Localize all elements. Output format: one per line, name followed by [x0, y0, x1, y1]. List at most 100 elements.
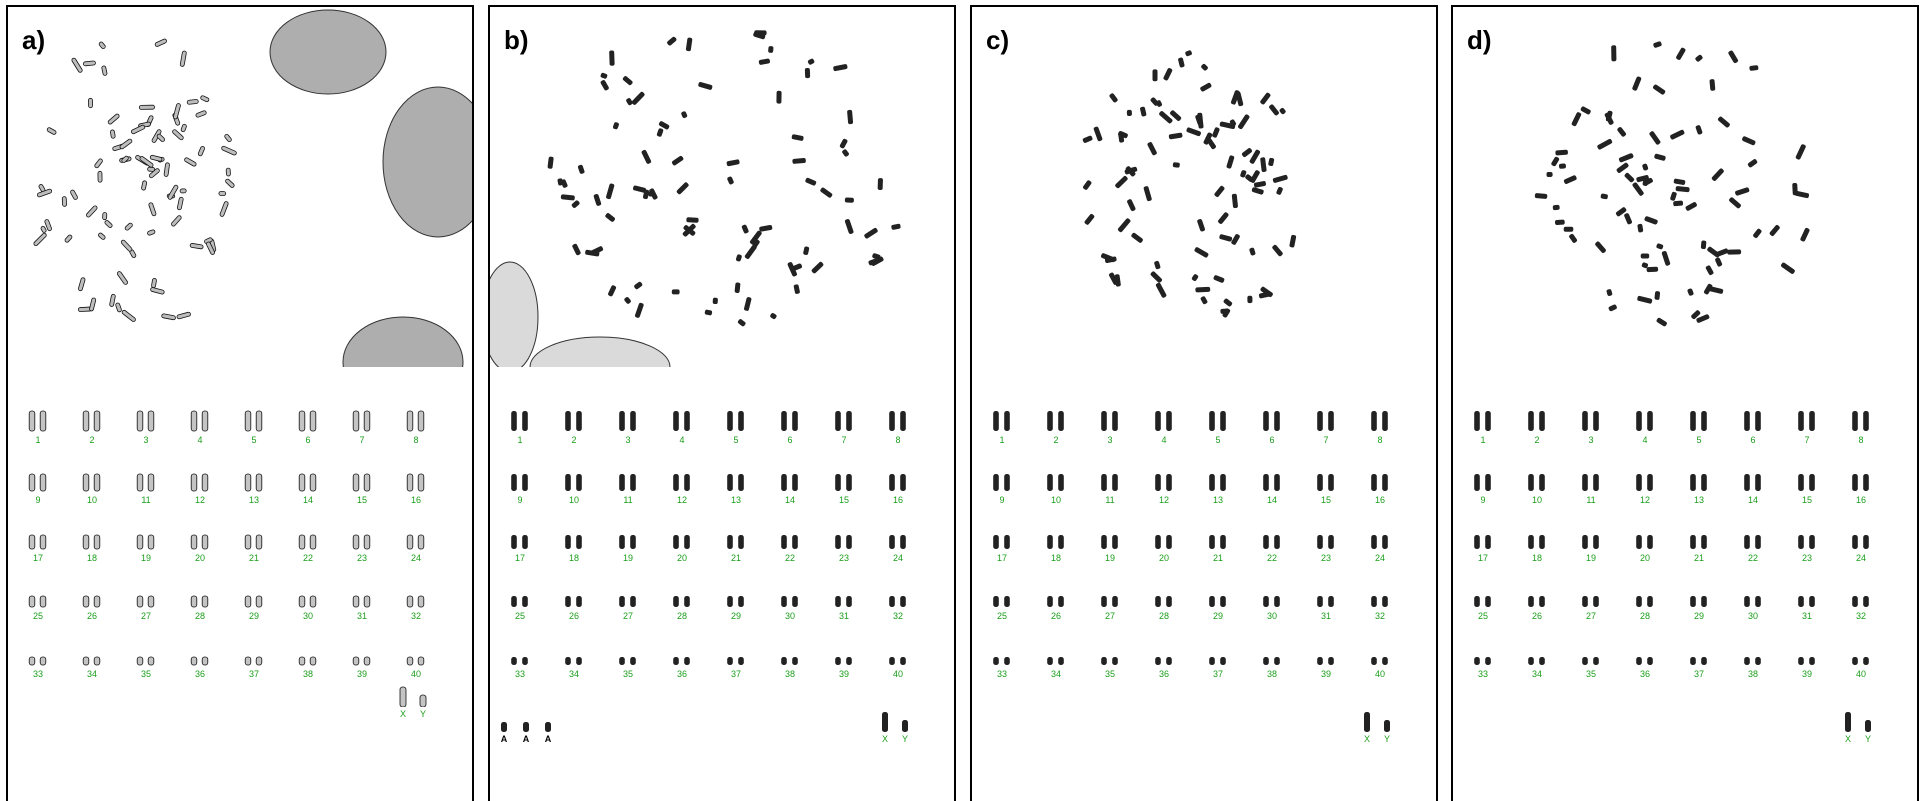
- chromosome: [255, 410, 263, 432]
- chromosome-pair-d-19: [1582, 535, 1599, 549]
- chromosome: [835, 474, 841, 491]
- spread-chromosome: [1624, 172, 1635, 183]
- chromosome: [1647, 411, 1653, 431]
- chromosome: [298, 595, 306, 608]
- spread-chromosome: [1150, 97, 1159, 106]
- spread-chromosome: [734, 282, 741, 293]
- chromosome-pair-a-28: [190, 595, 209, 608]
- chromosome-number-label: 25: [1477, 611, 1488, 621]
- chromosome-pair-d-28: [1636, 596, 1653, 607]
- chromosome: [309, 410, 317, 432]
- chromosome-number-label: 32: [410, 611, 421, 621]
- chromosome: [1852, 535, 1858, 549]
- chromosome-number-label: 38: [1266, 669, 1277, 679]
- spread-chromosome: [1197, 112, 1204, 129]
- sex-chromosome-label: Y: [419, 709, 426, 719]
- chromosome: [727, 411, 733, 431]
- chromosome: [846, 474, 852, 491]
- chromosome-number-label: 2: [1534, 435, 1540, 445]
- metaphase-spread-b: [490, 30, 901, 367]
- chromosome: [417, 534, 425, 550]
- spread-chromosome: [1670, 191, 1677, 201]
- chromosome-number-label: 18: [86, 553, 97, 563]
- chromosome: [352, 473, 360, 492]
- chromosome: [846, 535, 852, 549]
- chromosome: [619, 411, 625, 431]
- chromosome: [1382, 596, 1388, 607]
- spread-chromosome: [1150, 271, 1163, 283]
- chromosome: [1485, 474, 1491, 491]
- spread-chromosome: [1709, 79, 1716, 91]
- chromosome: [889, 411, 895, 431]
- spread-chromosome: [759, 225, 773, 232]
- chromosome-pair-d-6: [1744, 411, 1761, 431]
- chromosome-number-label: 29: [1693, 611, 1704, 621]
- chromosome-number-label: 8: [413, 435, 419, 445]
- chromosome: [190, 656, 198, 666]
- chromosome: [1274, 411, 1280, 431]
- chromosome-number-label: 16: [410, 495, 421, 505]
- spread-chromosome: [1155, 282, 1167, 298]
- chromosome-pair-c-9: [993, 474, 1010, 491]
- chromosome-number-label: 26: [86, 611, 97, 621]
- spread-chromosome: [172, 103, 181, 120]
- spread-chromosome: [1749, 65, 1759, 71]
- chromosome-pair-a-24: [406, 534, 425, 550]
- chromosome: [244, 534, 252, 550]
- chromosome: [417, 473, 425, 492]
- chromosome: [738, 535, 744, 549]
- chromosome-pair-c-8: [1371, 411, 1388, 431]
- chromosome-pair-b-39: [835, 657, 852, 665]
- chromosome-number-label: 17: [1477, 553, 1488, 563]
- chromosome: [889, 657, 895, 665]
- chromosome-number-label: 34: [568, 669, 579, 679]
- chromosome: [673, 535, 679, 549]
- spread-chromosome: [121, 155, 129, 163]
- spread-chromosome: [1178, 57, 1185, 68]
- chromosome: [738, 474, 744, 491]
- chromosome: [1101, 657, 1107, 665]
- chromosome-number-label: 28: [676, 611, 687, 621]
- chromosome-pair-b-35: [619, 657, 636, 665]
- chromosome: [1528, 596, 1534, 607]
- chromosome: [1328, 411, 1334, 431]
- spread-chromosome: [225, 167, 231, 177]
- chromosome: [781, 596, 787, 607]
- chromosome: [1220, 535, 1226, 549]
- spread-chromosome: [1140, 106, 1147, 117]
- spread-chromosome: [1611, 45, 1617, 62]
- chromosome-pair-b-3: [619, 411, 636, 431]
- spread-chromosome: [1222, 308, 1231, 318]
- spread-chromosome: [171, 215, 182, 227]
- chromosome-number-label: 18: [1531, 553, 1542, 563]
- chromosome: [190, 473, 198, 492]
- spread-chromosome: [1729, 197, 1741, 209]
- chromosome-number-label: 32: [1855, 611, 1866, 621]
- chromosome-number-label: 4: [1161, 435, 1167, 445]
- spread-chromosome: [811, 261, 824, 274]
- chromosome-number-label: 16: [1855, 495, 1866, 505]
- chromosome: [1744, 411, 1750, 431]
- chromosome: [1582, 535, 1588, 549]
- chromosome-number-label: 30: [1266, 611, 1277, 621]
- chromosome-number-label: 38: [784, 669, 795, 679]
- spread-chromosome: [753, 31, 766, 40]
- chromosome: [417, 656, 425, 666]
- chromosome: [673, 411, 679, 431]
- chromosome: [1701, 411, 1707, 431]
- chromosome: [673, 657, 679, 665]
- chromosome-pair-d-38: [1744, 657, 1761, 665]
- spread-chromosome: [102, 212, 108, 221]
- chromosome: [835, 657, 841, 665]
- chromosome: [93, 595, 101, 608]
- spread-chromosome: [833, 64, 848, 72]
- chromosome-pair-b-5: [727, 411, 744, 431]
- chromosome-number-label: 36: [1158, 669, 1169, 679]
- chromosome: [298, 473, 306, 492]
- chromosome: [1863, 411, 1869, 431]
- chromosome: [136, 595, 144, 608]
- chromosome: [993, 657, 999, 665]
- chromosome-number-label: 30: [302, 611, 313, 621]
- chromosome: [1263, 411, 1269, 431]
- spread-chromosome: [131, 124, 146, 135]
